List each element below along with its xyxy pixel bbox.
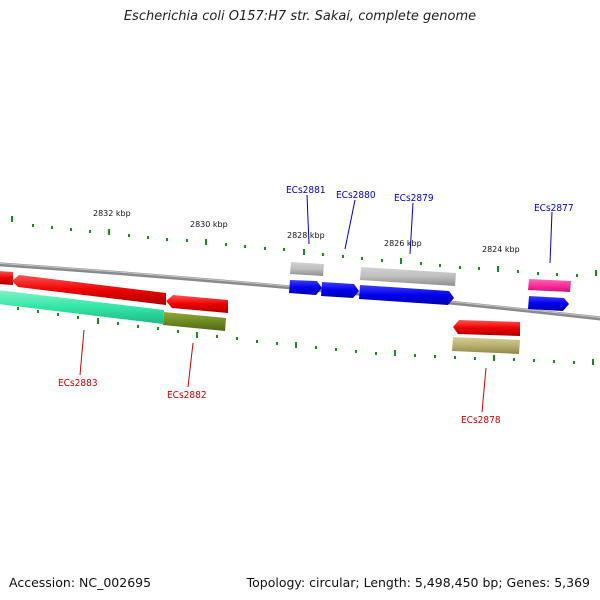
accession-label: Accession: NC_002695 — [9, 575, 152, 590]
cds-arrow[interactable] — [359, 285, 454, 305]
gene-label[interactable]: ECs2880 — [336, 190, 376, 201]
gene-label[interactable]: ECs2882 — [167, 390, 207, 401]
scale-label: 2828 kbp — [287, 231, 325, 240]
outer-scale-ticks — [11, 216, 597, 277]
gene-label[interactable]: ECs2881 — [286, 185, 326, 196]
scale-label: 2832 kbp — [93, 209, 131, 218]
gene-label[interactable]: ECs2878 — [461, 415, 501, 426]
gene-arrow[interactable] — [290, 262, 324, 276]
gene-arrow[interactable] — [163, 312, 226, 331]
gene-arrow[interactable] — [528, 279, 571, 292]
gene-arrow[interactable] — [453, 320, 520, 336]
gene-label[interactable]: ECs2879 — [394, 193, 434, 204]
genome-summary: Topology: circular; Length: 5,498,450 bp… — [246, 575, 590, 590]
gene-arrow[interactable] — [0, 271, 13, 285]
gene-arrow[interactable] — [12, 275, 166, 305]
gene-label[interactable]: ECs2883 — [58, 378, 98, 389]
inner-scale-ticks — [17, 307, 594, 365]
scale-label: 2826 kbp — [384, 239, 422, 248]
gene-arrow[interactable] — [452, 337, 520, 354]
scale-label: 2830 kbp — [190, 220, 228, 229]
cds-arrow[interactable] — [289, 280, 322, 295]
scale-label: 2824 kbp — [482, 245, 520, 254]
map-title: Escherichia coli O157:H7 str. Sakai, com… — [123, 9, 477, 24]
gene-arrow[interactable] — [0, 290, 164, 324]
gene-arrow[interactable] — [360, 267, 456, 286]
cds-arrow[interactable] — [528, 296, 569, 311]
gene-label[interactable]: ECs2877 — [534, 203, 574, 214]
gene-arrow[interactable] — [166, 295, 228, 313]
label-leaders — [79, 194, 553, 413]
cds-arrow[interactable] — [321, 282, 359, 298]
